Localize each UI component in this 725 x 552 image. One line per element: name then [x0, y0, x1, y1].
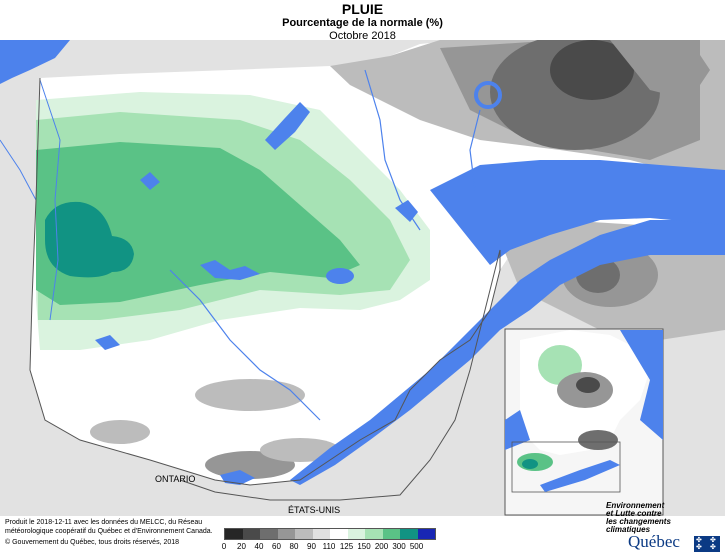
- zone-80-south-1: [195, 379, 305, 411]
- credits-produced: Produit le 2018-12-11 avec les données d…: [5, 519, 213, 535]
- label-ontario: ONTARIO: [155, 474, 195, 484]
- legend-swatch: [330, 529, 348, 539]
- map-subtitle: Pourcentage de la normale (%): [282, 17, 443, 29]
- zone-300: [45, 201, 134, 278]
- org-line-2: et Lutte contre: [606, 509, 662, 518]
- color-legend: 0 20 40 60 80 90 110 125 150 200 300 500: [221, 528, 436, 552]
- inset-zone-300: [522, 459, 538, 469]
- inset-zone-40: [578, 430, 618, 450]
- legend-swatch: [277, 529, 295, 539]
- legend-label: 200: [374, 542, 389, 551]
- legend-label: 0: [221, 542, 227, 551]
- river-2: [469, 109, 481, 191]
- legend-swatch: [382, 529, 400, 539]
- legend-label: 90: [307, 542, 316, 551]
- legend-swatch: [417, 529, 435, 539]
- legend-swatch: [400, 529, 418, 539]
- lac-saint-jean: [326, 268, 354, 284]
- legend-swatch: [242, 529, 260, 539]
- legend-label: 80: [289, 542, 299, 551]
- st-lawrence-river: [290, 220, 725, 485]
- gouin-reservoir: [200, 260, 260, 280]
- precipitation-map: ONTARIO ÉTATS-UNIS: [0, 40, 725, 516]
- legend-label: 500: [409, 542, 424, 551]
- legend-swatches: [224, 528, 436, 540]
- map-title-block: PLUIE Pourcentage de la normale (%) Octo…: [0, 0, 725, 43]
- label-usa: ÉTATS-UNIS: [288, 505, 340, 515]
- legend-swatch: [347, 529, 365, 539]
- river-3: [169, 269, 321, 421]
- james-bay: [0, 40, 70, 84]
- river-1: [364, 69, 421, 231]
- legend-label: 20: [237, 542, 246, 551]
- legend-swatch: [260, 529, 278, 539]
- map-period: Octobre 2018: [329, 30, 396, 42]
- lake-2: [95, 335, 120, 350]
- lake-mistassini: [265, 102, 310, 150]
- legend-label: 125: [339, 542, 354, 551]
- border: [29, 77, 501, 501]
- org-line-3: les changements: [606, 517, 671, 526]
- legend-swatch: [295, 529, 313, 539]
- lake-champlain: [220, 470, 255, 485]
- credits: Produit le 2018-12-11 avec les données d…: [5, 518, 215, 547]
- legend-swatch: [365, 529, 383, 539]
- inset-st-lawrence: [540, 460, 620, 492]
- inset-zone-20: [576, 377, 600, 393]
- zone-60-labrador: [610, 40, 710, 100]
- gulf-of-st-lawrence: [430, 160, 725, 265]
- inset-focus-box: [511, 441, 621, 493]
- manicouagan-reservoir: [474, 81, 502, 109]
- legend-label: 150: [357, 542, 371, 551]
- legend-label: 60: [272, 542, 281, 551]
- legend-label: 40: [254, 542, 264, 551]
- quebec-logo: Environnement et Lutte contre les change…: [606, 502, 724, 552]
- org-line-4: climatiques: [606, 525, 651, 534]
- river-5: [0, 139, 37, 201]
- inset-water-west: [505, 410, 530, 450]
- quebec-flag-icon: ✤ ✤ ✤ ✤: [694, 536, 720, 552]
- river-4: [39, 79, 61, 321]
- zone-20-north: [550, 40, 634, 100]
- legend-label: 110: [322, 542, 336, 551]
- brand-name: Québec: [628, 532, 680, 551]
- map-canvas: ONTARIO ÉTATS-UNIS: [0, 40, 725, 516]
- legend-label: 300: [392, 542, 406, 551]
- credits-copyright: © Gouvernement du Québec, tous droits ré…: [5, 539, 180, 546]
- org-line-1: Environnement: [606, 501, 665, 510]
- zone-80-south-2: [90, 420, 150, 444]
- pipmuacan-reservoir: [395, 200, 418, 222]
- map-title: PLUIE: [341, 1, 384, 17]
- lake-1: [140, 172, 160, 190]
- legend-labels: 0 20 40 60 80 90 110 125 150 200 300 500: [221, 542, 436, 552]
- legend-swatch: [225, 529, 243, 539]
- legend-swatch: [312, 529, 330, 539]
- inset-water-east: [620, 330, 663, 440]
